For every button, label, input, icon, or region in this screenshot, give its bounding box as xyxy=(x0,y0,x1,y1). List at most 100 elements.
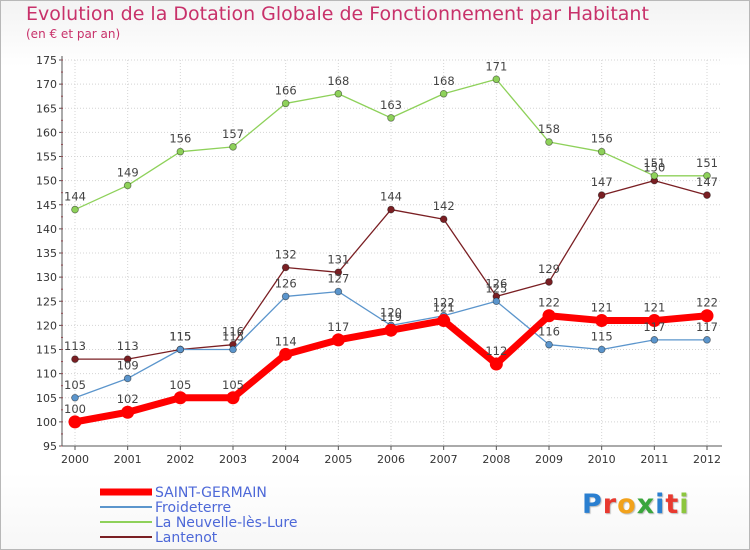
data-point xyxy=(123,374,132,383)
data-point xyxy=(71,355,79,363)
y-tick-label: 135 xyxy=(36,247,57,260)
y-tick-label: 140 xyxy=(36,223,57,236)
y-tick-label: 170 xyxy=(36,78,57,91)
y-tick-label: 150 xyxy=(36,175,57,188)
data-label: 126 xyxy=(275,276,297,290)
data-label: 168 xyxy=(433,74,455,88)
data-label: 116 xyxy=(538,325,560,339)
data-point xyxy=(281,263,290,272)
data-point xyxy=(68,415,82,429)
y-tick-label: 95 xyxy=(43,440,57,453)
legend-label: SAINT-GERMAIN xyxy=(155,485,267,501)
data-point xyxy=(700,309,714,323)
data-label: 151 xyxy=(643,156,665,170)
x-tick-label: 2004 xyxy=(272,453,300,466)
data-label: 144 xyxy=(64,190,86,204)
x-tick-label: 2012 xyxy=(693,453,721,466)
chart-title: Evolution de la Dotation Globale de Fonc… xyxy=(26,3,649,25)
logo-letter: P xyxy=(582,489,603,520)
data-point xyxy=(121,405,135,419)
data-point xyxy=(334,287,343,296)
data-label: 151 xyxy=(696,156,718,170)
data-point xyxy=(334,89,343,98)
data-label: 115 xyxy=(169,330,191,344)
data-label: 100 xyxy=(64,402,86,416)
logo-letter: i xyxy=(679,489,690,520)
data-label: 105 xyxy=(222,378,244,392)
logo-letter: o xyxy=(617,489,637,520)
data-point xyxy=(176,345,185,354)
data-point xyxy=(597,345,606,354)
x-tick-label: 2007 xyxy=(430,453,458,466)
data-label: 126 xyxy=(485,276,507,290)
data-label: 158 xyxy=(538,122,560,136)
y-tick-label: 165 xyxy=(36,102,57,115)
data-point xyxy=(597,191,606,199)
data-label: 127 xyxy=(327,272,349,286)
data-label: 156 xyxy=(169,132,191,146)
x-tick-label: 2001 xyxy=(114,453,142,466)
data-label: 117 xyxy=(327,320,349,334)
x-tick-label: 2006 xyxy=(377,453,405,466)
x-tick-label: 2010 xyxy=(588,453,616,466)
data-label: 157 xyxy=(222,127,244,141)
data-point xyxy=(703,191,711,199)
data-point xyxy=(281,292,290,301)
x-tick-label: 2000 xyxy=(61,453,89,466)
data-label: 147 xyxy=(591,175,613,189)
data-label: 125 xyxy=(485,281,507,295)
y-tick-label: 125 xyxy=(36,295,57,308)
data-point xyxy=(226,391,240,405)
data-label: 131 xyxy=(327,252,349,266)
grid xyxy=(62,59,722,447)
x-tick-label: 2005 xyxy=(324,453,352,466)
data-point xyxy=(229,345,237,354)
legend-label: Froideterre xyxy=(155,500,231,516)
axes: 95 100 105 110 115 120 125 130 135 140 145 150 155 16… xyxy=(36,54,722,466)
data-label: 117 xyxy=(643,320,665,334)
data-label: 144 xyxy=(380,190,402,204)
data-label: 168 xyxy=(327,74,349,88)
data-label: 109 xyxy=(117,358,139,372)
data-point xyxy=(492,75,501,84)
data-label: 105 xyxy=(169,378,191,392)
data-label: 121 xyxy=(643,301,665,315)
data-point xyxy=(492,297,501,306)
data-point xyxy=(545,340,553,349)
data-label: 120 xyxy=(380,305,402,319)
x-tick-label: 2009 xyxy=(535,453,563,466)
series-lines xyxy=(68,75,714,429)
data-label: 171 xyxy=(485,59,507,73)
data-point xyxy=(703,172,711,180)
data-label: 150 xyxy=(643,161,665,175)
x-tick-label: 2002 xyxy=(166,453,194,466)
data-label: 166 xyxy=(275,83,297,97)
y-tick-label: 110 xyxy=(36,368,57,381)
data-point xyxy=(123,181,132,190)
data-label: 105 xyxy=(64,378,86,392)
y-tick-label: 130 xyxy=(36,271,57,284)
data-label: 115 xyxy=(591,330,613,344)
data-label: 119 xyxy=(380,310,402,324)
data-point xyxy=(542,309,556,323)
x-tick-label: 2008 xyxy=(482,453,510,466)
data-label: 112 xyxy=(485,344,507,358)
data-label: 115 xyxy=(169,330,191,344)
data-point xyxy=(176,147,185,156)
proxiti-logo: Proxiti xyxy=(582,489,690,520)
data-point xyxy=(597,147,606,156)
legend-label: Lantenot xyxy=(155,530,218,546)
data-label: 102 xyxy=(117,392,139,406)
data-label: 122 xyxy=(696,296,718,310)
chart-subtitle: (en € et par an) xyxy=(26,27,121,41)
data-point xyxy=(71,393,79,402)
data-point xyxy=(545,138,553,146)
data-point xyxy=(545,278,553,286)
data-point xyxy=(334,268,343,277)
data-label: 115 xyxy=(222,330,244,344)
data-label: 156 xyxy=(591,132,613,146)
legend-label: La Neuvelle-lès-Lure xyxy=(155,515,297,531)
logo-letter: i xyxy=(655,489,666,520)
